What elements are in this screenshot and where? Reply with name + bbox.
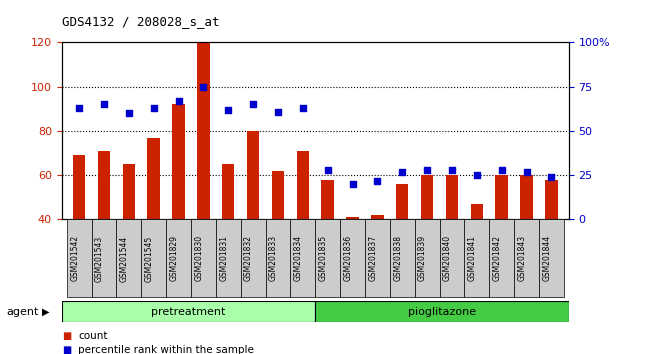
Bar <box>116 219 141 297</box>
Point <box>322 167 333 173</box>
Bar <box>390 219 415 297</box>
Bar <box>545 179 558 219</box>
Bar <box>191 219 216 297</box>
Bar <box>92 219 116 297</box>
Bar <box>371 215 384 219</box>
Text: GSM201545: GSM201545 <box>145 235 153 281</box>
Point <box>124 110 134 116</box>
Text: GSM201830: GSM201830 <box>194 235 203 281</box>
Text: count: count <box>78 331 107 341</box>
Text: GSM201840: GSM201840 <box>443 235 452 281</box>
Point <box>74 105 85 111</box>
Text: GSM201833: GSM201833 <box>269 235 278 281</box>
Point <box>422 167 432 173</box>
Point <box>472 172 482 178</box>
Bar <box>222 164 235 219</box>
Text: percentile rank within the sample: percentile rank within the sample <box>78 346 254 354</box>
Text: ▶: ▶ <box>42 307 50 316</box>
Bar <box>172 104 185 219</box>
Text: GSM201838: GSM201838 <box>393 235 402 281</box>
Point <box>447 167 457 173</box>
Text: agent: agent <box>6 307 39 316</box>
Point <box>99 102 109 107</box>
Text: GSM201841: GSM201841 <box>468 235 477 281</box>
Bar <box>197 42 210 219</box>
Bar <box>365 219 390 297</box>
Bar <box>471 204 483 219</box>
Bar <box>266 219 291 297</box>
Bar <box>166 219 191 297</box>
Text: GSM201829: GSM201829 <box>170 235 179 281</box>
Point <box>546 174 556 180</box>
Bar <box>141 219 166 297</box>
Text: ■: ■ <box>62 331 71 341</box>
Point <box>397 169 408 175</box>
Text: GSM201835: GSM201835 <box>318 235 328 281</box>
Bar <box>62 301 315 322</box>
Bar <box>539 219 564 297</box>
Point <box>148 105 159 111</box>
Bar <box>495 175 508 219</box>
Text: GSM201544: GSM201544 <box>120 235 129 281</box>
Bar <box>446 175 458 219</box>
Point <box>248 102 258 107</box>
Text: GSM201842: GSM201842 <box>493 235 502 281</box>
Bar <box>346 217 359 219</box>
Text: GSM201831: GSM201831 <box>219 235 228 281</box>
Bar <box>340 219 365 297</box>
Text: GSM201844: GSM201844 <box>542 235 551 281</box>
Text: GSM201839: GSM201839 <box>418 235 427 281</box>
Bar <box>464 219 489 297</box>
Point <box>273 109 283 114</box>
Bar <box>73 155 85 219</box>
Bar <box>439 219 464 297</box>
Text: GSM201843: GSM201843 <box>517 235 526 281</box>
Point <box>298 105 308 111</box>
Bar <box>322 179 334 219</box>
Bar <box>396 184 408 219</box>
Bar <box>123 164 135 219</box>
Bar <box>216 219 240 297</box>
Bar <box>240 219 266 297</box>
Bar <box>272 171 284 219</box>
Point <box>347 181 358 187</box>
Point <box>223 107 233 113</box>
Text: GSM201832: GSM201832 <box>244 235 253 281</box>
Bar <box>148 138 160 219</box>
Bar <box>98 151 111 219</box>
Text: GSM201834: GSM201834 <box>294 235 303 281</box>
Text: GSM201837: GSM201837 <box>369 235 378 281</box>
Point <box>174 98 184 104</box>
Bar <box>315 219 340 297</box>
Text: pretreatment: pretreatment <box>151 307 226 316</box>
Bar <box>291 219 315 297</box>
Point <box>198 84 209 90</box>
Bar <box>520 175 533 219</box>
Bar <box>315 301 569 322</box>
Bar <box>514 219 539 297</box>
Bar <box>67 219 92 297</box>
Point <box>372 178 383 183</box>
Bar <box>296 151 309 219</box>
Text: GSM201542: GSM201542 <box>70 235 79 281</box>
Point <box>521 169 532 175</box>
Bar <box>415 219 439 297</box>
Text: GDS4132 / 208028_s_at: GDS4132 / 208028_s_at <box>62 15 219 28</box>
Text: GSM201543: GSM201543 <box>95 235 104 281</box>
Text: GSM201836: GSM201836 <box>344 235 352 281</box>
Text: pioglitazone: pioglitazone <box>408 307 476 316</box>
Text: ■: ■ <box>62 346 71 354</box>
Point <box>497 167 507 173</box>
Bar <box>489 219 514 297</box>
Bar <box>247 131 259 219</box>
Bar <box>421 175 434 219</box>
